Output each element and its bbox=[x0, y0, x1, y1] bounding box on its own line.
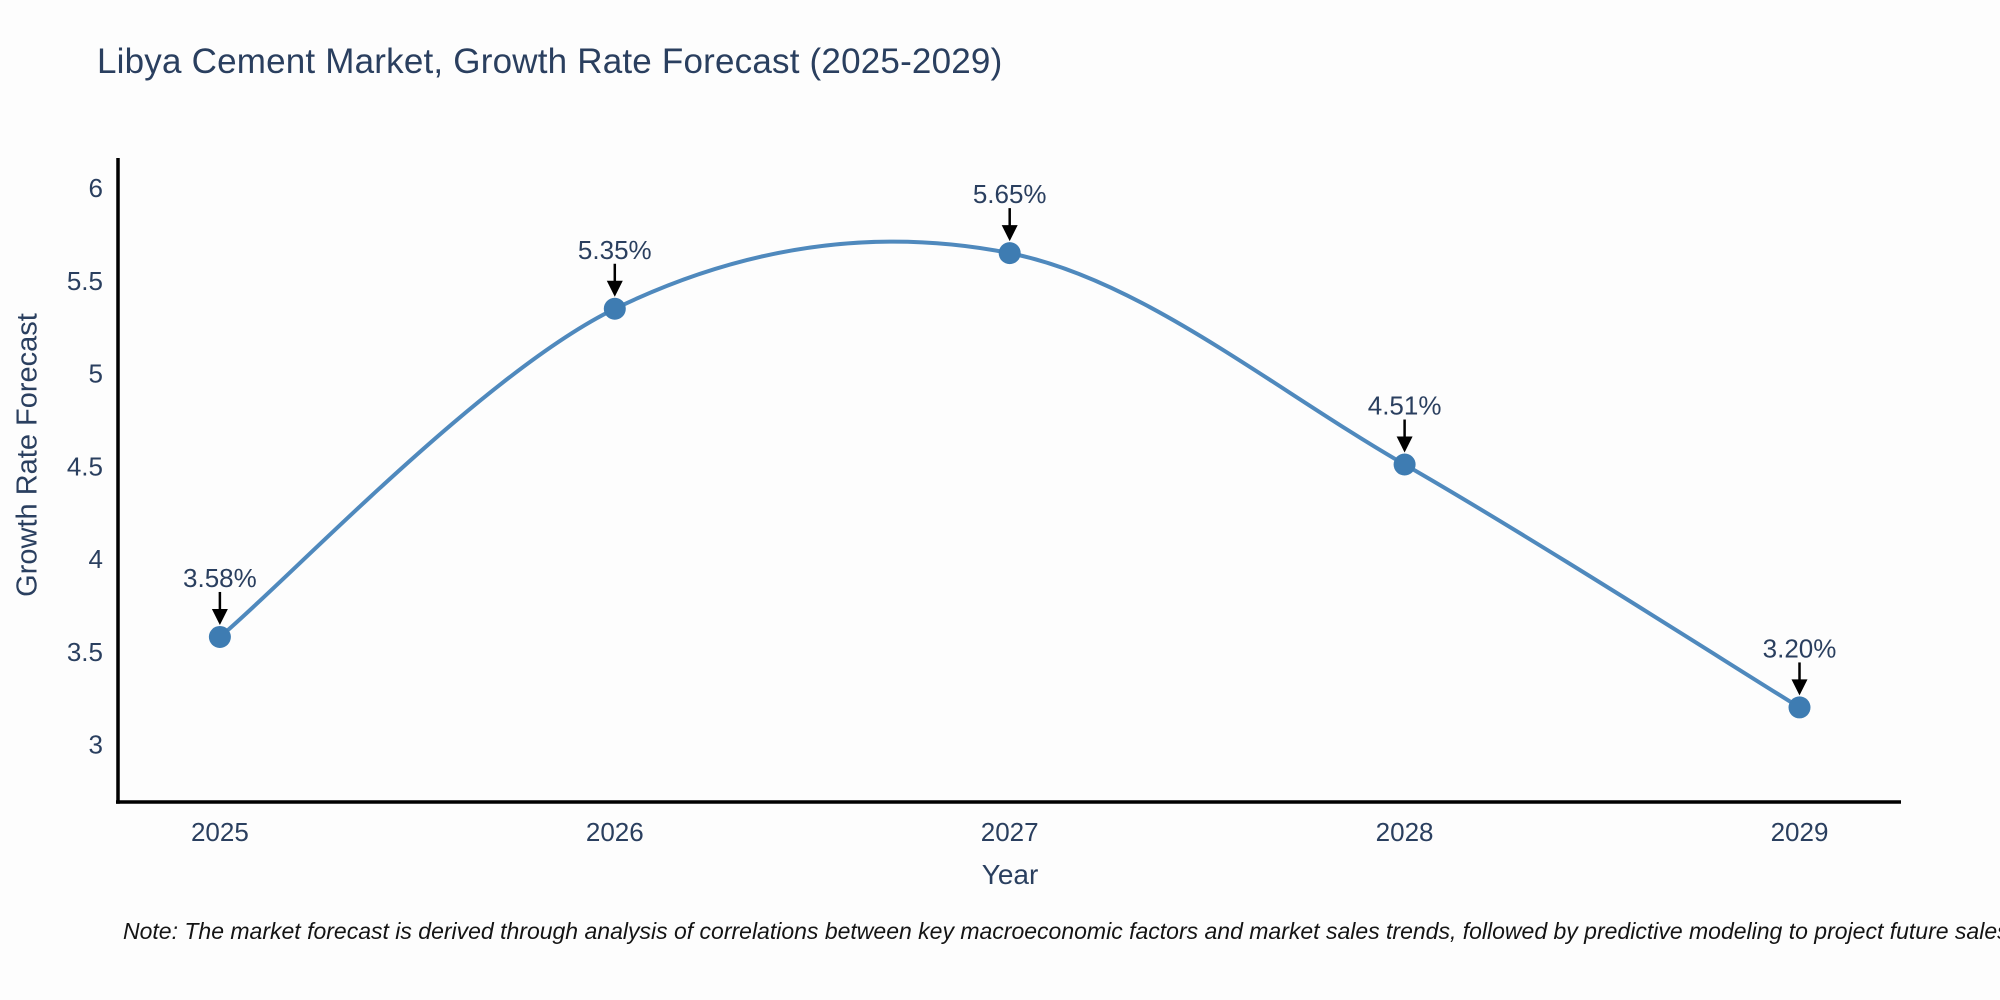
annotation-arrowhead bbox=[211, 608, 228, 625]
y-tick-label: 5.5 bbox=[67, 266, 103, 296]
x-tick-label: 2027 bbox=[981, 817, 1039, 847]
forecast-line bbox=[217, 239, 1802, 710]
y-tick-label: 4.5 bbox=[67, 451, 103, 481]
data-point-label: 5.65% bbox=[973, 179, 1047, 209]
x-tick-label: 2028 bbox=[1376, 817, 1434, 847]
data-point-2025 bbox=[208, 625, 231, 648]
data-point-2028 bbox=[1393, 453, 1416, 476]
x-tick-label: 2026 bbox=[586, 817, 644, 847]
x-tick-label: 2025 bbox=[191, 817, 249, 847]
x-axis-title: Year bbox=[981, 859, 1039, 890]
chart-title: Libya Cement Market, Growth Rate Forecas… bbox=[97, 42, 1003, 81]
data-point-2026 bbox=[603, 297, 626, 320]
data-point-label: 3.58% bbox=[183, 563, 257, 593]
annotation-arrowhead bbox=[1791, 679, 1808, 696]
data-point-2029 bbox=[1788, 696, 1811, 719]
annotation-arrowhead bbox=[1001, 225, 1018, 242]
data-point-label: 4.51% bbox=[1368, 391, 1442, 421]
y-tick-label: 4 bbox=[89, 544, 103, 574]
data-point-2027 bbox=[998, 242, 1021, 265]
x-tick-label: 2029 bbox=[1771, 817, 1829, 847]
data-point-label: 5.35% bbox=[578, 235, 652, 265]
data-point-label: 3.20% bbox=[1763, 633, 1837, 663]
y-tick-label: 6 bbox=[89, 173, 103, 203]
annotation-arrowhead bbox=[606, 280, 623, 297]
y-tick-label: 3 bbox=[89, 730, 103, 760]
y-tick-label: 3.5 bbox=[67, 637, 103, 667]
y-tick-label: 5 bbox=[89, 359, 103, 389]
annotation-arrowhead bbox=[1396, 436, 1413, 453]
footnote: Note: The market forecast is derived thr… bbox=[123, 918, 2000, 944]
